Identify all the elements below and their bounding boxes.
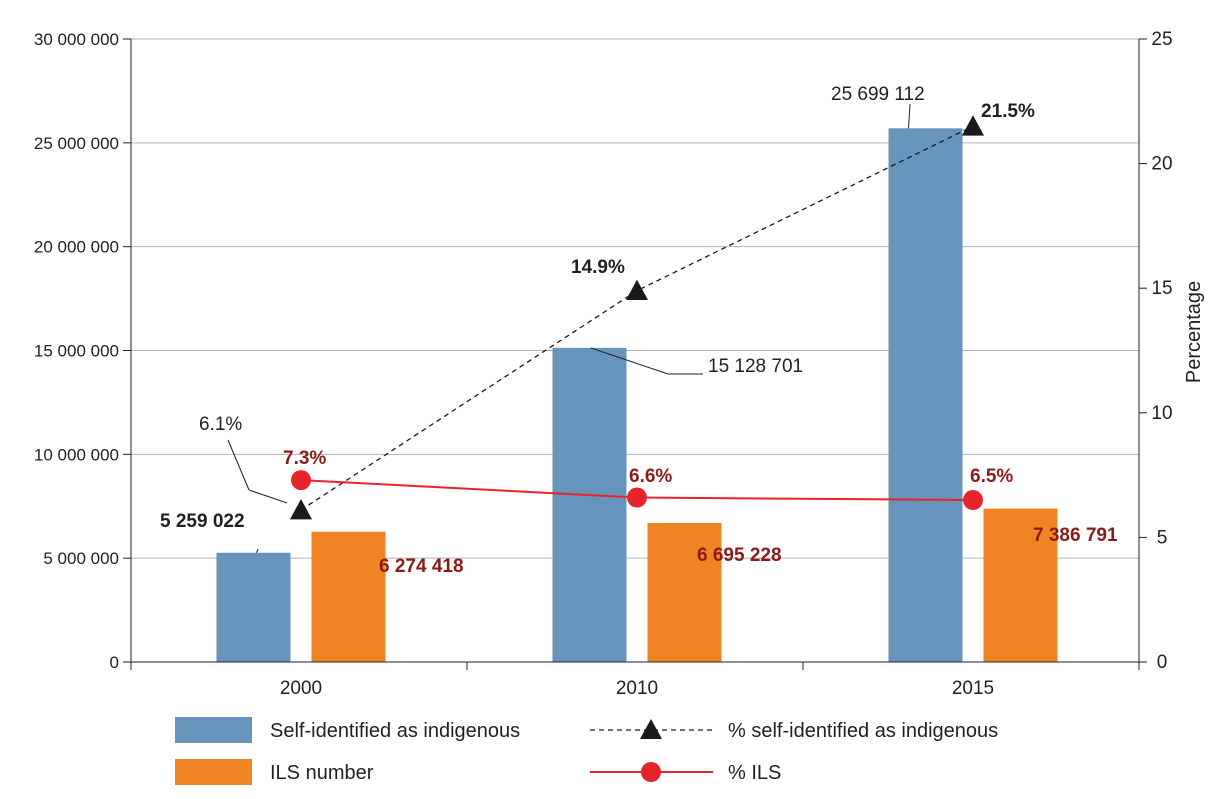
bars: [217, 128, 1058, 662]
chart: 0 5 000 000 10 000 000 15 000 000 20 000 000…: [0, 0, 1227, 799]
label-pct-ils-2015: 6.5%: [970, 466, 1013, 487]
marker-circle-2000: [291, 470, 311, 490]
line-pct-self-identified: [301, 126, 973, 510]
y-right-tick-label: 20: [1151, 154, 1172, 175]
legend-label-pct-ils: % ILS: [728, 762, 781, 784]
label-pct-self-2015: 21.5%: [981, 101, 1035, 122]
label-self-2010: 15 128 701: [708, 356, 803, 377]
leader-line: [909, 104, 911, 128]
label-self-2015: 25 699 112: [831, 84, 925, 105]
label-pct-self-2000: 6.1%: [199, 414, 242, 435]
y-left-tick-label: 5 000 000: [43, 549, 119, 568]
marker-circle-2015: [963, 490, 983, 510]
legend-swatch-self-identified: [175, 717, 252, 743]
legend-marker-circle: [641, 762, 661, 782]
leader-line: [228, 440, 249, 490]
bar-self-identified-2000: [217, 553, 291, 662]
bar-ils-2000: [312, 532, 386, 662]
label-ils-2015: 7 386 791: [1033, 525, 1118, 546]
legend-label-ils: ILS number: [270, 762, 374, 784]
label-pct-ils-2010: 6.6%: [629, 466, 672, 487]
x-tick-label: 2000: [280, 678, 322, 699]
series-lines: [290, 115, 984, 519]
label-ils-2010: 6 695 228: [697, 545, 782, 566]
marker-triangle-2000: [290, 499, 312, 519]
y-left-tick-label: 30 000 000: [34, 30, 119, 49]
y-left-tick-label: 25 000 000: [34, 134, 119, 153]
legend: Self-identified as indigenous ILS number%…: [175, 717, 998, 785]
y-right-tick-label: 10: [1151, 403, 1172, 424]
bar-self-identified-2015: [889, 128, 963, 662]
y-right-axis-title: Percentage: [1183, 281, 1205, 383]
x-tick-label: 2015: [952, 678, 994, 699]
leader-line: [257, 549, 259, 553]
y-left-tick-label: 20 000 000: [34, 238, 119, 257]
y-left-tick-label: 0: [110, 653, 119, 672]
leader-line: [249, 490, 287, 503]
label-pct-ils-2000: 7.3%: [283, 448, 326, 469]
y-right-tick-label: 15: [1151, 278, 1172, 299]
y-right-tick-label: 25: [1151, 29, 1172, 50]
legend-marker-triangle: [640, 719, 662, 739]
legend-label-self-identified: Self-identified as indigenous: [270, 720, 520, 742]
y-left-tick-label: 15 000 000: [34, 342, 119, 361]
label-ils-2000: 6 274 418: [379, 556, 464, 577]
legend-swatch-ils: [175, 759, 252, 785]
label-self-2000: 5 259 022: [160, 511, 245, 532]
marker-triangle-2010: [626, 280, 648, 300]
y-right-tick-label: 0: [1157, 652, 1168, 673]
legend-label-pct-self: % self-identified as indigenous: [728, 720, 998, 742]
bar-ils-2010: [648, 523, 722, 662]
label-pct-self-2010: 14.9%: [571, 257, 625, 278]
marker-circle-2010: [627, 488, 647, 508]
y-left-tick-label: 10 000 000: [34, 445, 119, 464]
x-tick-label: 2010: [616, 678, 658, 699]
bar-self-identified-2010: [553, 348, 627, 662]
y-right-tick-label: 5: [1157, 527, 1168, 548]
